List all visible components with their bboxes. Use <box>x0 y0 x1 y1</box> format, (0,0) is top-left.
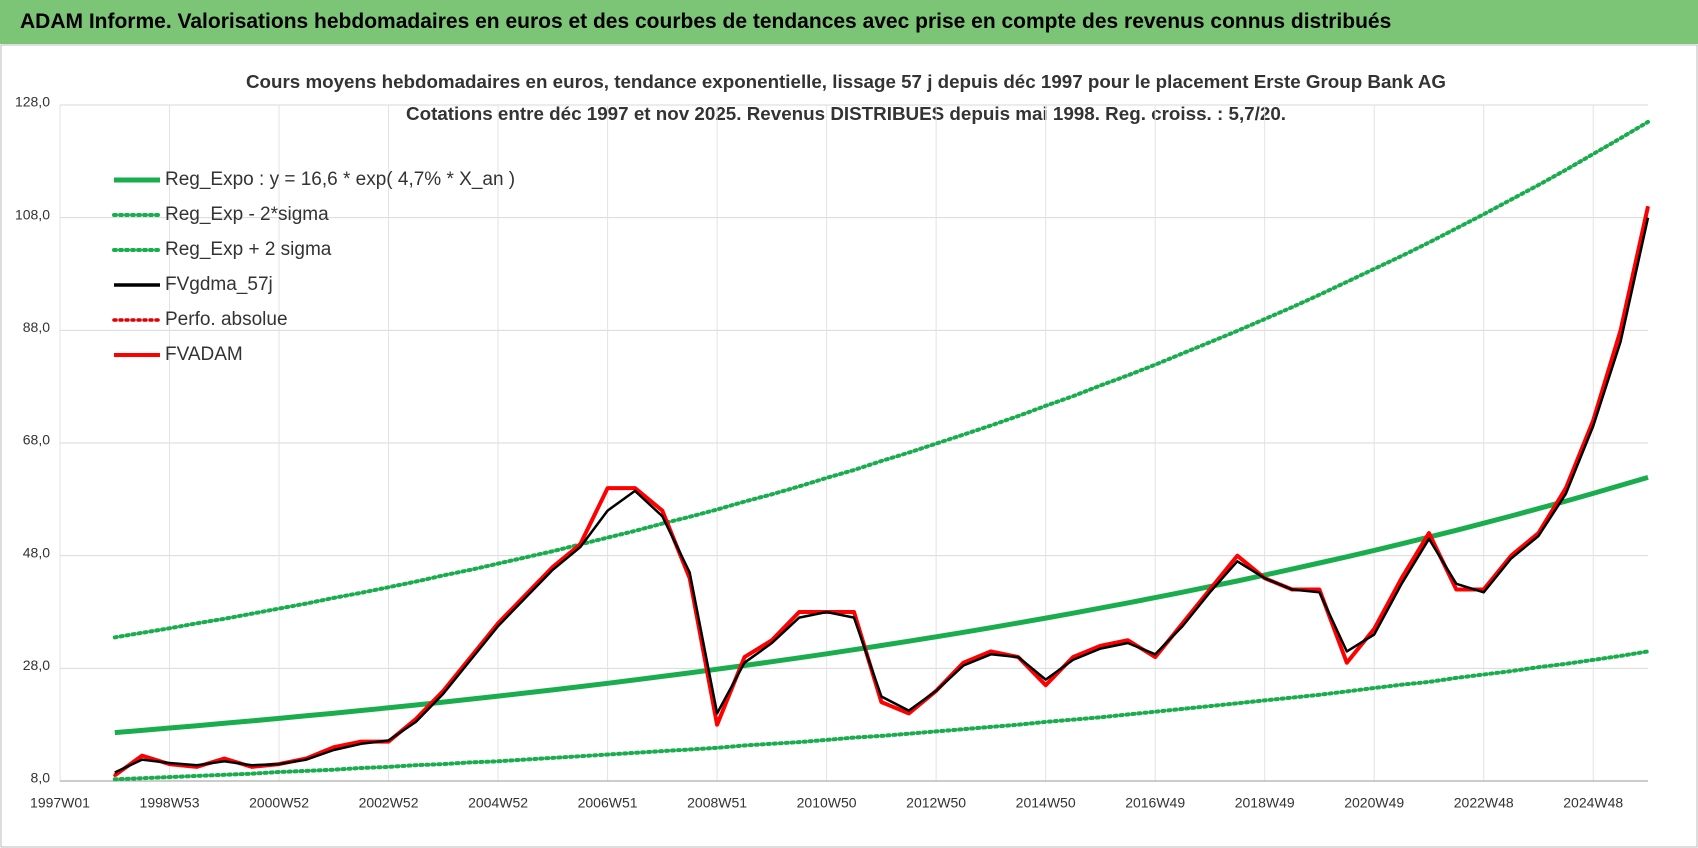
legend-label: FVgdma_57j <box>165 274 273 295</box>
x-tick-label: 2014W50 <box>1016 795 1076 811</box>
x-tick-label: 2008W51 <box>687 795 747 811</box>
header-title: ADAM Informe. Valorisations hebdomadaire… <box>0 0 1698 44</box>
chart-title: Cours moyens hebdomadaires en euros, ten… <box>246 72 1446 92</box>
x-tick-label: 2020W49 <box>1344 795 1404 811</box>
series-line <box>112 649 1650 782</box>
legend-label: Perfo. absolue <box>165 309 288 330</box>
x-tick-label: 2012W50 <box>906 795 966 811</box>
x-tick-label: 1997W01 <box>30 795 90 811</box>
x-tick-label: 2004W52 <box>468 795 528 811</box>
y-tick-label: 108,0 <box>15 206 50 222</box>
x-tick-label: 2016W49 <box>1125 795 1185 811</box>
x-tick-label: 2010W50 <box>797 795 857 811</box>
series-line <box>114 217 1650 774</box>
y-tick-label: 28,0 <box>23 657 50 673</box>
legend-label: Reg_Exp + 2 sigma <box>165 239 332 260</box>
chart-subtitle: Cotations entre déc 1997 et nov 2025. Re… <box>406 104 1286 124</box>
chart: Cours moyens hebdomadaires en euros, ten… <box>0 44 1698 848</box>
chart-frame <box>0 44 1698 848</box>
y-tick-label: 68,0 <box>23 432 50 448</box>
y-tick-label: 8,0 <box>31 770 51 786</box>
x-tick-label: 2022W48 <box>1454 795 1514 811</box>
x-tick-label: 2002W52 <box>359 795 419 811</box>
x-tick-label: 2018W49 <box>1235 795 1295 811</box>
x-tick-label: 1998W53 <box>140 795 200 811</box>
legend-label: Reg_Expo : y = 16,6 * exp( 4,7% * X_an ) <box>165 169 515 190</box>
x-tick-label: 2024W48 <box>1563 795 1623 811</box>
legend-label: FVADAM <box>165 344 243 365</box>
x-tick-label: 2006W51 <box>578 795 638 811</box>
y-tick-label: 88,0 <box>23 319 50 335</box>
y-tick-label: 48,0 <box>23 544 50 560</box>
series-line <box>114 475 1649 736</box>
legend-label: Reg_Exp - 2*sigma <box>165 204 329 225</box>
series-line <box>112 119 1650 640</box>
y-tick-label: 128,0 <box>15 94 50 110</box>
x-tick-label: 2000W52 <box>249 795 309 811</box>
